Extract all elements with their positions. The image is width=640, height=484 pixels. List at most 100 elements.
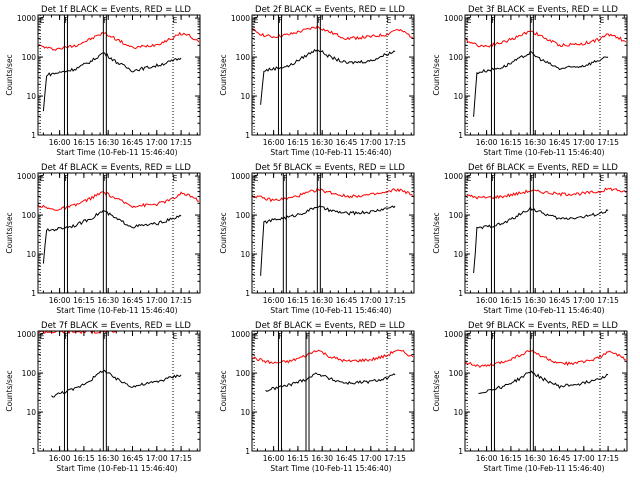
y-tick-label: 1000 xyxy=(231,172,250,181)
chart-panel: Det 7f BLACK = Events, RED = LLD Counts/s… xyxy=(5,321,201,473)
x-tick-label: 16:00 xyxy=(263,296,285,305)
y-tick-label: 10 xyxy=(240,408,250,417)
y-tick-label: 1 xyxy=(245,289,250,298)
marker-label: F xyxy=(278,16,282,25)
y-axis-label: Counts/sec xyxy=(219,370,228,411)
y-axis-label: Counts/sec xyxy=(432,54,441,95)
plot-area xyxy=(252,24,413,105)
x-tick-label: 16:15 xyxy=(500,138,522,147)
y-tick-label: 1000 xyxy=(231,330,250,339)
series-line xyxy=(465,30,627,48)
chart-panel: Det 8f BLACK = Events, RED = LLD Counts/s… xyxy=(219,321,415,473)
y-tick-label: 100 xyxy=(22,369,37,378)
x-tick-label: 16:15 xyxy=(73,454,95,463)
x-tick-label: 16:45 xyxy=(549,454,571,463)
marker-label: F xyxy=(317,174,321,183)
x-tick-label: 17:15 xyxy=(384,138,406,147)
y-tick-label: 1 xyxy=(245,447,250,456)
chart-panel: Det 5f BLACK = Events, RED = LLD Counts/s… xyxy=(219,163,415,315)
marker-label: E xyxy=(40,16,45,25)
series-line xyxy=(478,370,609,395)
y-tick-label: 100 xyxy=(22,211,37,220)
axes-frame xyxy=(37,330,201,452)
marker-label: F xyxy=(64,174,68,183)
marker-label: F xyxy=(530,332,534,341)
x-axis-label: Start Time (10-Feb-11 15:46:40) xyxy=(483,464,604,473)
axes-frame xyxy=(464,330,628,452)
chart-title: Det 9f BLACK = Events, RED = LLD xyxy=(468,321,618,331)
x-axis-label: Start Time (10-Feb-11 15:46:40) xyxy=(270,306,391,315)
x-tick-label: 17:15 xyxy=(597,138,619,147)
marker-label: E xyxy=(467,174,472,183)
series-line xyxy=(252,349,414,365)
marker-label: E xyxy=(600,174,605,183)
series-line xyxy=(42,52,182,112)
chart-panel: Det 4f BLACK = Events, RED = LLD Counts/s… xyxy=(5,163,201,315)
marker-label: F xyxy=(64,16,68,25)
marker-label: F xyxy=(530,174,534,183)
y-tick-label: 1000 xyxy=(17,14,36,23)
y-tick-label: 100 xyxy=(449,53,464,62)
x-tick-label: 16:15 xyxy=(287,454,309,463)
y-tick-label: 10 xyxy=(240,250,250,259)
plot-area xyxy=(252,349,414,392)
marker-label: E xyxy=(40,174,45,183)
marker-label: E xyxy=(387,16,392,25)
chart-panel: Det 3f BLACK = Events, RED = LLD Counts/s… xyxy=(432,5,628,157)
series-line xyxy=(473,50,609,117)
y-axis-label: Counts/sec xyxy=(432,370,441,411)
y-axis-label: Counts/sec xyxy=(5,54,14,95)
x-axis-label: Start Time (10-Feb-11 15:46:40) xyxy=(270,464,391,473)
y-tick-label: 100 xyxy=(449,369,464,378)
chart-panel: Det 6f BLACK = Events, RED = LLD Counts/s… xyxy=(432,163,628,315)
axes-frame xyxy=(251,172,415,294)
series-line xyxy=(252,24,413,41)
series-line xyxy=(51,369,182,398)
y-tick-label: 100 xyxy=(449,211,464,220)
y-tick-label: 10 xyxy=(453,92,463,101)
x-tick-label: 17:15 xyxy=(597,296,619,305)
marker-label: E xyxy=(40,332,45,341)
x-tick-label: 16:15 xyxy=(287,138,309,147)
plot-area xyxy=(38,31,200,112)
x-tick-label: 17:00 xyxy=(146,138,168,147)
x-tick-label: 16:30 xyxy=(311,296,333,305)
y-tick-label: 10 xyxy=(26,250,36,259)
marker-label: F xyxy=(530,16,534,25)
axes-frame xyxy=(37,14,201,136)
chart-panel: Det 9f BLACK = Events, RED = LLD Counts/s… xyxy=(432,321,628,473)
x-tick-label: 17:15 xyxy=(597,454,619,463)
x-tick-label: 17:15 xyxy=(170,454,192,463)
marker-label: F xyxy=(491,332,495,341)
marker-label: F xyxy=(64,332,68,341)
marker-label: F xyxy=(278,332,282,341)
x-axis-label: Start Time (10-Feb-11 15:46:40) xyxy=(56,464,177,473)
x-tick-label: 16:30 xyxy=(311,138,333,147)
x-tick-label: 16:30 xyxy=(97,138,119,147)
x-tick-label: 16:45 xyxy=(336,454,358,463)
x-tick-label: 16:45 xyxy=(549,296,571,305)
x-axis-label: Start Time (10-Feb-11 15:46:40) xyxy=(56,148,177,157)
y-tick-label: 10 xyxy=(453,408,463,417)
plot-area xyxy=(252,187,414,276)
x-tick-label: 16:45 xyxy=(122,454,144,463)
plot-area xyxy=(465,30,627,117)
x-axis-label: Start Time (10-Feb-11 15:46:40) xyxy=(483,148,604,157)
x-tick-label: 16:00 xyxy=(476,138,498,147)
x-tick-label: 16:45 xyxy=(336,296,358,305)
x-tick-label: 16:00 xyxy=(476,454,498,463)
marker-label: F xyxy=(491,174,495,183)
y-tick-label: 10 xyxy=(26,92,36,101)
series-line xyxy=(38,31,200,51)
x-tick-label: 17:15 xyxy=(384,454,406,463)
y-tick-label: 1000 xyxy=(444,330,463,339)
x-tick-label: 17:00 xyxy=(360,138,382,147)
y-tick-label: 100 xyxy=(22,53,37,62)
y-tick-label: 1 xyxy=(31,289,36,298)
x-tick-label: 16:15 xyxy=(73,138,95,147)
series-line xyxy=(265,372,396,392)
series-line xyxy=(252,187,414,203)
x-tick-label: 17:00 xyxy=(360,454,382,463)
marker-label: F xyxy=(283,174,287,183)
marker-label: E xyxy=(173,174,178,183)
